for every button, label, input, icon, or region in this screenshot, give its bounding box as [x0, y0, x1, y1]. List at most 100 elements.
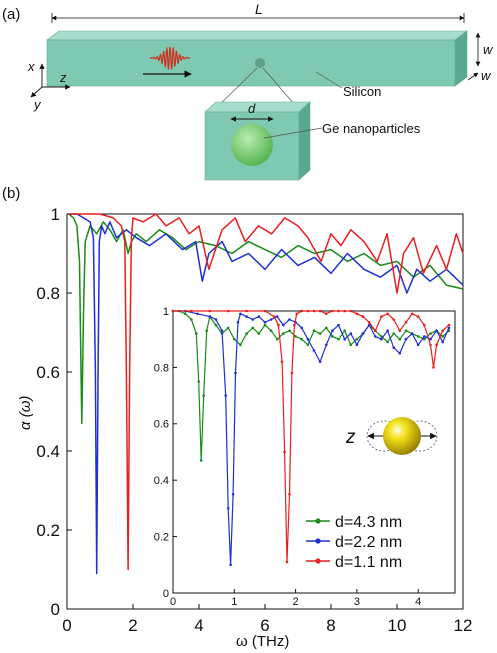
width-label-1: w [483, 42, 494, 57]
series-point-2 [386, 312, 389, 316]
series-point-1 [239, 312, 242, 316]
zoom-box-top [204, 101, 311, 113]
series-point-2 [190, 309, 193, 313]
series-point-0 [197, 380, 200, 383]
series-point-1 [224, 394, 227, 397]
silicon-bar-top [46, 30, 468, 41]
series-point-1 [214, 318, 218, 321]
series-point-2 [404, 321, 408, 324]
series-point-1 [229, 563, 232, 567]
x-tick-label: 6 [260, 616, 269, 635]
series-point-2 [416, 315, 420, 318]
legend-label: d=4.3 nm [335, 514, 402, 531]
series-point-2 [288, 493, 291, 496]
series-point-2 [447, 323, 451, 327]
series-point-0 [282, 332, 285, 335]
silicon-bar-front [46, 39, 456, 87]
series-point-0 [325, 326, 328, 330]
y-tick-label: 0 [51, 600, 60, 619]
silicon-label: Silicon [343, 84, 381, 99]
series-point-1 [331, 329, 334, 333]
series-point-1 [275, 315, 279, 318]
series-point-1 [257, 315, 261, 318]
series-point-0 [398, 337, 402, 341]
series-point-2 [435, 343, 438, 347]
legend-marker [315, 558, 321, 564]
inset-ticks: 0 1 2 3 4 0 0.2 0.4 0.6 0.8 1 [154, 306, 422, 608]
legend: d=4.3 nm d=2.2 nm d=1.1 nm [306, 514, 402, 571]
series-point-0 [245, 332, 248, 335]
legend-label: d=1.1 nm [335, 554, 402, 571]
series-point-1 [236, 321, 240, 324]
x-tick-label: 2 [293, 596, 299, 608]
particle-marker [255, 58, 265, 68]
series-point-0 [233, 337, 236, 341]
series-point-2 [263, 309, 267, 313]
y-axis-label: α (ω) [17, 396, 34, 430]
x-tick-label: 3 [354, 596, 360, 608]
zoom-box-side [298, 101, 311, 181]
series-point-1 [441, 340, 445, 344]
series-point-2 [392, 318, 396, 321]
series-point-2 [325, 312, 328, 316]
series-point-2 [318, 309, 322, 313]
y-tick-label: 0.2 [154, 531, 169, 543]
x-tick-label: 2 [128, 616, 137, 635]
axis-y-label: y [33, 97, 42, 112]
wave-packet [150, 46, 190, 71]
series-point-2 [306, 309, 310, 313]
series-point-1 [312, 349, 316, 352]
series-point-1 [226, 507, 230, 510]
inset-background [173, 311, 455, 593]
series-point-0 [306, 343, 310, 347]
series-point-2 [285, 560, 289, 564]
series-point-1 [282, 323, 285, 327]
series-point-1 [349, 332, 353, 335]
x-tick-label: 8 [326, 616, 335, 635]
series-point-2 [423, 323, 426, 327]
series-point-2 [410, 312, 414, 316]
legend-marker [315, 538, 321, 544]
series-point-0 [441, 335, 445, 338]
silicon-bar-side [454, 30, 468, 87]
series-point-2 [349, 309, 353, 313]
series-point-2 [343, 309, 347, 313]
series-point-0 [392, 332, 396, 335]
x-tick-label: 12 [454, 616, 473, 635]
series-point-0 [288, 329, 291, 333]
series-point-0 [312, 329, 316, 333]
series-point-1 [263, 321, 267, 324]
series-point-1 [398, 352, 402, 355]
axis-z-label: z [59, 70, 67, 85]
panel-b-label: (b) [2, 185, 20, 202]
inset-chart: 0 1 2 3 400.20.40.60.81 z d=4.3 nmd=2.2 nmd=… [154, 306, 456, 608]
series-point-2 [380, 315, 383, 318]
series-point-0 [226, 326, 230, 330]
series-point-0 [239, 343, 242, 347]
series-point-2 [283, 450, 286, 454]
series-point-0 [190, 318, 193, 321]
y-tick-label: 0.4 [36, 442, 60, 461]
series-point-0 [205, 329, 208, 333]
series-point-2 [300, 309, 304, 313]
series-line-2 [68, 213, 464, 571]
y-tick-label: 1 [163, 306, 169, 318]
series-point-1 [220, 329, 224, 333]
inset-series [171, 309, 451, 567]
series-point-1 [343, 337, 347, 341]
series-point-0 [184, 312, 187, 316]
y-tick-label: 0.2 [36, 521, 60, 540]
series-point-1 [245, 315, 248, 318]
ge-nanoparticle [231, 124, 273, 166]
series-point-1 [325, 343, 328, 347]
series-point-2 [432, 366, 435, 369]
series-point-2 [272, 315, 276, 318]
series-point-1 [410, 332, 414, 335]
panel-a-label: (a) [2, 6, 20, 23]
series-point-2 [361, 315, 365, 318]
series-point-2 [277, 323, 280, 327]
series-point-1 [318, 360, 322, 364]
series-point-2 [331, 309, 334, 313]
